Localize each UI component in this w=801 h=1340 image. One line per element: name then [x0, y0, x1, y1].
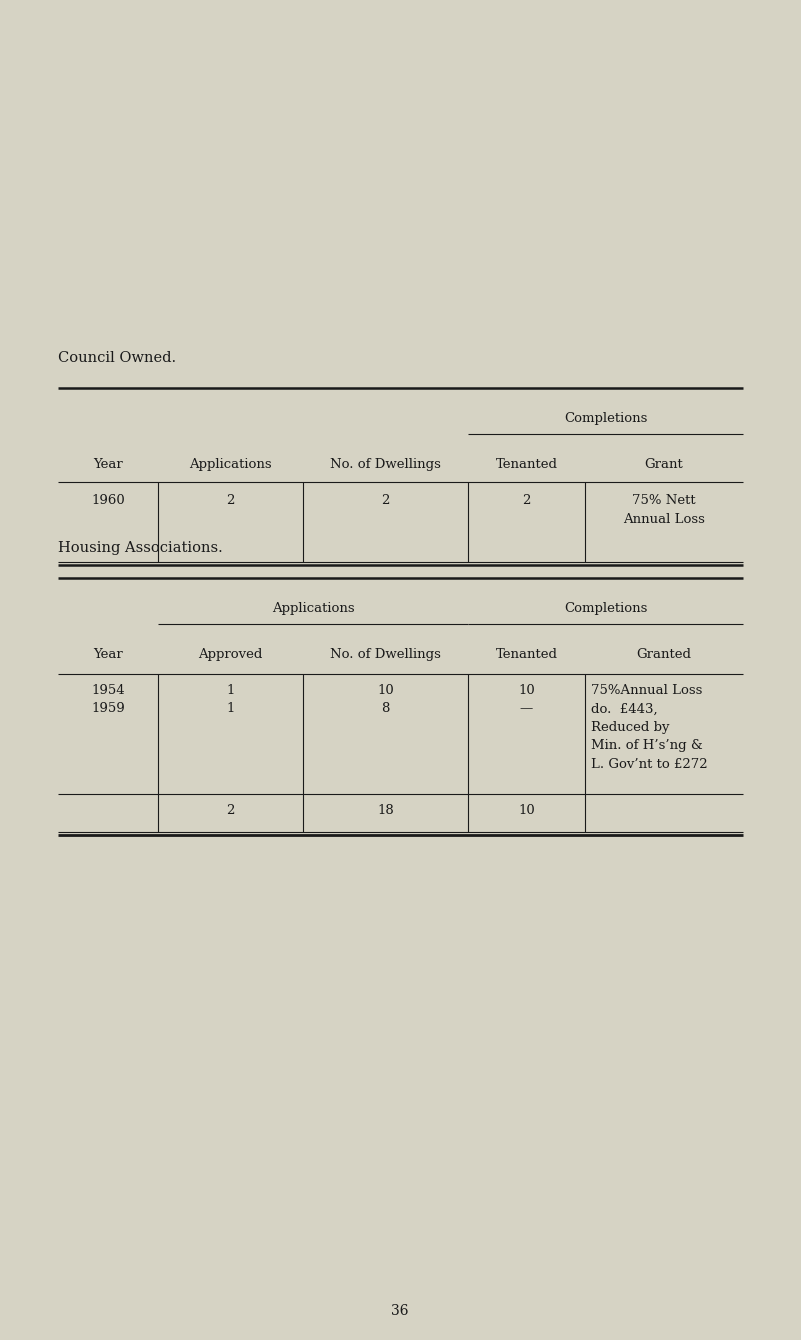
Text: Housing Associations.: Housing Associations. [58, 541, 223, 555]
Text: 75% Nett
Annual Loss: 75% Nett Annual Loss [623, 494, 705, 527]
Text: Tenanted: Tenanted [496, 649, 557, 661]
Text: 75%Annual Loss
do.  £443,
Reduced by
Min. of H’s’ng &
L. Gov’nt to £272: 75%Annual Loss do. £443, Reduced by Min.… [591, 683, 707, 770]
Text: Completions: Completions [564, 411, 647, 425]
Text: 2: 2 [227, 804, 235, 817]
Text: 1954
1959: 1954 1959 [91, 683, 125, 716]
Text: Granted: Granted [637, 649, 691, 661]
Text: 2: 2 [227, 494, 235, 507]
Text: 2: 2 [522, 494, 531, 507]
Text: 10: 10 [518, 804, 535, 817]
Text: Year: Year [93, 649, 123, 661]
Text: Completions: Completions [564, 602, 647, 615]
Text: Applications: Applications [272, 602, 354, 615]
Text: No. of Dwellings: No. of Dwellings [330, 649, 441, 661]
Text: 10
—: 10 — [518, 683, 535, 716]
Text: 10
8: 10 8 [377, 683, 394, 716]
Text: 36: 36 [391, 1304, 409, 1319]
Text: 18: 18 [377, 804, 394, 817]
Text: 2: 2 [381, 494, 390, 507]
Text: 1
1: 1 1 [227, 683, 235, 716]
Text: Grant: Grant [645, 458, 683, 470]
Text: Tenanted: Tenanted [496, 458, 557, 470]
Text: 1960: 1960 [91, 494, 125, 507]
Text: No. of Dwellings: No. of Dwellings [330, 458, 441, 470]
Text: Applications: Applications [189, 458, 272, 470]
Text: Year: Year [93, 458, 123, 470]
Text: Council Owned.: Council Owned. [58, 351, 176, 364]
Text: Approved: Approved [199, 649, 263, 661]
